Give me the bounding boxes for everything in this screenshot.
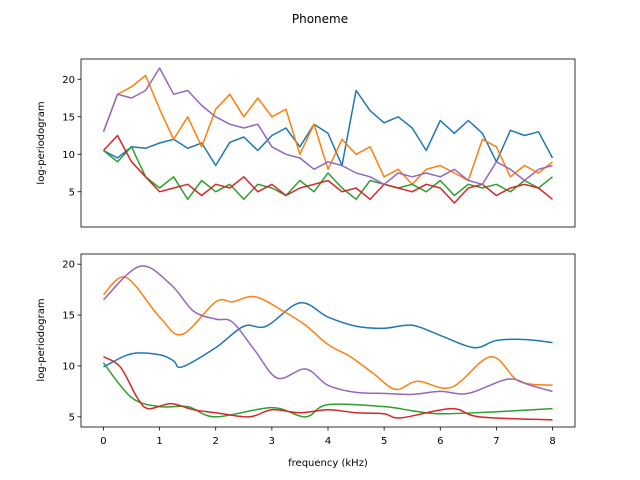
y-tick-label: 20 (62, 75, 75, 86)
series-line-3 (103, 146, 553, 201)
axes-frame (80, 58, 576, 228)
y-tick-label: 10 (62, 150, 75, 161)
y-tick-label: 10 (62, 361, 75, 372)
x-tick-label: 5 (381, 436, 387, 447)
x-tick-label: 8 (549, 436, 555, 447)
y-tick-label: 15 (62, 311, 75, 322)
bottom-xlabel: frequency (kHz) (288, 458, 368, 469)
x-tick-label: 7 (493, 436, 499, 447)
x-tick-label: 3 (269, 436, 275, 447)
y-tick-label: 20 (62, 260, 75, 271)
series-line-2 (102, 276, 553, 391)
series-line-1 (103, 89, 554, 167)
x-tick-label: 6 (437, 436, 443, 447)
series-line-1 (103, 302, 553, 369)
series-line-5 (102, 265, 553, 396)
y-tick-label: 15 (62, 112, 75, 123)
figure-title: Phoneme (292, 12, 348, 26)
x-tick-label: 0 (100, 436, 106, 447)
x-tick-label: 2 (213, 436, 219, 447)
top-axes: log-periodogram 5 10 15 20 (36, 58, 576, 228)
top-ylabel: log-periodogram (36, 101, 47, 184)
y-tick-label: 5 (69, 412, 75, 423)
bottom-axes: log-periodogram frequency (kHz) 51015200… (36, 253, 576, 469)
bottom-ylabel: log-periodogram (36, 298, 47, 381)
series-line-4 (102, 134, 553, 204)
series-line-4 (103, 356, 553, 421)
x-tick-label: 1 (156, 436, 162, 447)
series-line-2 (102, 74, 553, 186)
x-tick-label: 4 (325, 436, 331, 447)
series-line-5 (102, 67, 553, 186)
y-tick-label: 5 (69, 187, 75, 198)
